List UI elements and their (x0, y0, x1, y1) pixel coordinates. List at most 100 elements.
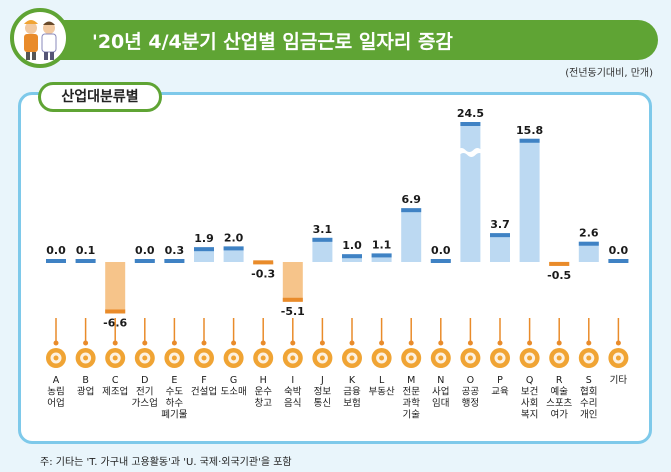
category-code: R (556, 375, 563, 386)
category-label: 보건 (521, 387, 538, 398)
category-code: L (379, 375, 385, 386)
category-label: 하수 (166, 397, 184, 409)
lightning-icon (134, 348, 155, 368)
value-label-J: 3.1 (313, 223, 333, 236)
category-code: S (586, 375, 592, 386)
category-label: 복지 (521, 410, 538, 421)
category-label: 스포츠 (546, 398, 572, 409)
category-label: 폐기물 (161, 409, 187, 421)
bar-cap-F (194, 247, 214, 252)
bar-cap-etc (608, 259, 629, 263)
bar-O (460, 122, 481, 262)
phone-icon (312, 348, 333, 368)
value-label-G: 2.0 (224, 231, 244, 244)
bar-I (282, 262, 303, 302)
category-label: 음식 (284, 398, 301, 409)
misc-doc-icon (608, 348, 629, 368)
page-title: '20년 4/4분기 산업별 임금근로 일자리 증감 (92, 31, 453, 53)
people-icon (430, 348, 451, 368)
value-label-L: 1.1 (372, 238, 392, 251)
bar-cap-P (490, 233, 510, 238)
category-label: 수도 (166, 387, 184, 398)
panel-title: 산업대분류별 (38, 82, 162, 112)
category-code: I (291, 375, 294, 386)
value-label-H: -0.3 (251, 267, 275, 280)
category-code: K (349, 375, 356, 386)
category-label: 전문 (402, 387, 420, 398)
value-label-K: 1.0 (342, 239, 362, 252)
workers-illustration-icon (10, 8, 70, 68)
category-code: P (497, 375, 503, 386)
bar-Q (519, 138, 540, 262)
value-label-Q: 15.8 (516, 124, 543, 137)
category-label: 농림 (47, 386, 64, 398)
dish-icon (282, 348, 303, 368)
flask-icon (401, 348, 422, 368)
medical-kit-icon (519, 348, 540, 368)
category-label: 사회 (521, 398, 538, 409)
connector-dot (556, 340, 562, 346)
category-label: 가스업 (132, 397, 158, 409)
bar-M (401, 208, 422, 262)
value-label-M: 6.9 (401, 193, 421, 206)
category-label: 광업 (77, 386, 94, 398)
value-label-N: 0.0 (431, 244, 451, 257)
category-label: 수리 (580, 398, 597, 409)
document-icon (460, 348, 481, 368)
category-code: N (437, 375, 444, 386)
bar-cap-Q (519, 138, 540, 143)
category-code: F (201, 375, 206, 386)
connector-dot (438, 340, 444, 346)
category-label: 임대 (432, 397, 449, 409)
connector-dot (231, 340, 237, 346)
bar-S (578, 241, 599, 262)
connector-dot (586, 340, 592, 346)
bar-cap-M (401, 208, 422, 213)
value-label-F: 1.9 (194, 232, 214, 245)
connector-dot (527, 340, 533, 346)
connector-dot (171, 340, 177, 346)
connector-dot (201, 340, 207, 346)
connector-dot (83, 340, 89, 346)
category-code: G (230, 375, 237, 386)
connector-dot (408, 340, 414, 346)
money-icon (342, 348, 362, 368)
value-label-etc: 0.0 (609, 244, 629, 257)
value-label-A: 0.0 (46, 244, 66, 257)
connector-dot (379, 340, 385, 346)
wheat-icon (46, 348, 66, 368)
category-code: D (141, 375, 148, 386)
bar-C (105, 262, 126, 314)
value-label-S: 2.6 (579, 227, 599, 240)
category-code: J (320, 375, 324, 386)
bar-cap-C (105, 309, 126, 314)
category-label: 개인 (580, 410, 597, 421)
connector-dot (497, 340, 503, 346)
bar-cap-R (549, 261, 570, 266)
value-label-D: 0.0 (135, 244, 155, 257)
category-label: 창고 (254, 398, 272, 409)
connector-dot (260, 340, 266, 346)
category-label: 공공 (462, 387, 480, 398)
bar-cap-A (46, 259, 66, 263)
category-label: 운수 (254, 387, 272, 398)
category-code: M (407, 375, 415, 386)
value-label-E: 0.3 (165, 244, 185, 257)
category-label: 금융 (343, 387, 361, 398)
bar-P (490, 233, 510, 262)
bar-cap-E (164, 259, 185, 263)
category-group-etc: 0.0 기타 (608, 244, 628, 386)
value-label-P: 3.7 (490, 218, 510, 231)
bar-cap-J (312, 237, 333, 242)
connector-dot (53, 340, 59, 346)
